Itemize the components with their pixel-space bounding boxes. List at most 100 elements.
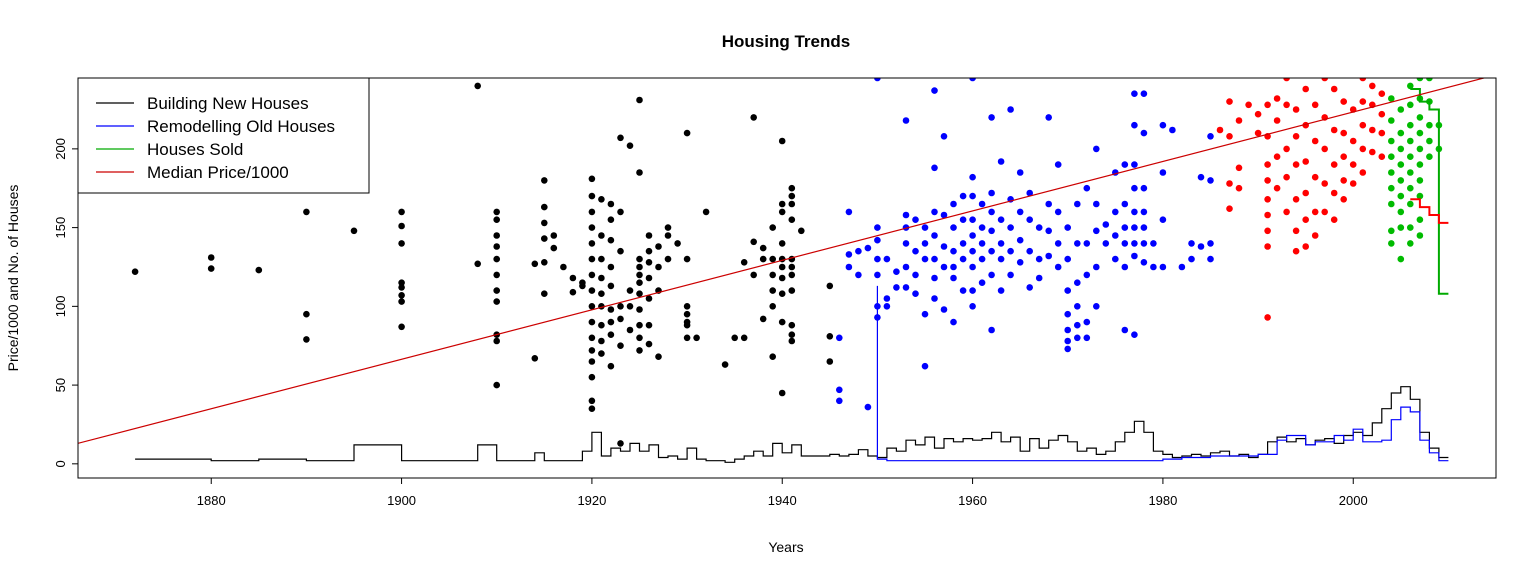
scatter-point xyxy=(1150,240,1157,247)
scatter-point xyxy=(931,208,938,216)
scatter-point xyxy=(950,274,957,282)
scatter-point xyxy=(1159,216,1167,223)
scatter-point xyxy=(940,133,948,140)
scatter-point xyxy=(674,240,681,247)
scatter-point xyxy=(398,298,405,305)
scatter-point xyxy=(598,321,605,329)
scatter-point xyxy=(645,232,653,239)
scatter-point xyxy=(1388,227,1395,235)
scatter-point xyxy=(940,243,948,250)
scatter-point xyxy=(1302,85,1309,93)
scatter-point xyxy=(864,403,872,411)
scatter-point xyxy=(398,240,405,247)
scatter-point xyxy=(588,175,596,183)
y-tick-label: 0 xyxy=(53,460,68,467)
scatter-point xyxy=(1093,200,1100,208)
scatter-point xyxy=(598,290,605,298)
scatter-point xyxy=(1054,263,1062,271)
scatter-point xyxy=(636,347,643,354)
scatter-point xyxy=(1416,129,1424,137)
scatter-point xyxy=(550,232,558,239)
scatter-point xyxy=(1131,252,1138,260)
scatter-point xyxy=(1426,78,1433,82)
scatter-point xyxy=(778,274,786,282)
scatter-point xyxy=(636,279,643,287)
scatter-point xyxy=(1273,117,1281,124)
scatter-point xyxy=(617,303,624,310)
scatter-point xyxy=(1016,169,1024,176)
scatter-point xyxy=(1426,153,1433,160)
scatter-point xyxy=(788,216,796,223)
scatter-point xyxy=(988,271,995,279)
scatter-point xyxy=(636,169,643,176)
scatter-point xyxy=(1378,129,1386,137)
scatter-point xyxy=(902,211,910,219)
scatter-point xyxy=(769,353,776,361)
scatter-point xyxy=(1369,82,1376,90)
scatter-point xyxy=(607,331,615,339)
scatter-point xyxy=(902,284,910,291)
scatter-point xyxy=(626,303,634,310)
scatter-point xyxy=(902,263,910,271)
scatter-point xyxy=(1426,137,1433,145)
scatter-point xyxy=(1283,101,1290,109)
scatter-point xyxy=(1102,240,1110,247)
scatter-point xyxy=(1074,240,1081,247)
scatter-point xyxy=(1378,90,1386,97)
scatter-point xyxy=(1321,208,1328,216)
scatter-point xyxy=(1359,145,1367,153)
scatter-point xyxy=(1283,208,1290,216)
scatter-point xyxy=(912,290,919,298)
scatter-point xyxy=(636,255,643,263)
scatter-point xyxy=(1007,106,1014,113)
scatter-point xyxy=(1121,240,1129,247)
scatter-point xyxy=(1054,161,1062,168)
scatter-point xyxy=(398,323,405,331)
scatter-point xyxy=(950,318,957,326)
legend-label: Median Price/1000 xyxy=(147,163,289,182)
scatter-point xyxy=(778,263,786,271)
scatter-point xyxy=(588,240,596,247)
scatter-point xyxy=(940,263,948,271)
scatter-point xyxy=(1359,78,1367,82)
scatter-point xyxy=(969,247,976,255)
scatter-point xyxy=(1388,169,1395,176)
scatter-point xyxy=(1197,243,1205,250)
scatter-point xyxy=(655,243,662,250)
scatter-point xyxy=(883,303,891,310)
scatter-point xyxy=(997,158,1005,165)
scatter-point xyxy=(655,353,662,361)
scatter-point xyxy=(588,271,596,279)
scatter-point xyxy=(1264,196,1271,203)
scatter-point xyxy=(1169,126,1176,134)
scatter-point xyxy=(940,306,948,313)
step-series-line xyxy=(1410,198,1449,224)
scatter-point xyxy=(1226,133,1233,140)
scatter-point xyxy=(978,240,986,247)
scatter-point xyxy=(1426,121,1433,129)
scatter-point xyxy=(1330,161,1338,168)
scatter-point xyxy=(1407,224,1414,231)
scatter-point xyxy=(398,292,405,299)
scatter-point xyxy=(769,224,776,231)
scatter-point xyxy=(598,196,605,203)
legend-label: Houses Sold xyxy=(147,140,243,159)
scatter-point xyxy=(1330,216,1338,223)
scatter-point xyxy=(1007,224,1014,231)
scatter-point xyxy=(988,189,995,197)
scatter-point xyxy=(1397,208,1405,216)
scatter-point xyxy=(1388,200,1395,208)
scatter-point xyxy=(1083,334,1091,342)
scatter-point xyxy=(893,268,900,276)
scatter-point xyxy=(1035,224,1043,231)
scatter-point xyxy=(931,295,938,302)
scatter-point xyxy=(931,164,938,172)
scatter-point xyxy=(588,334,596,342)
scatter-point xyxy=(1321,180,1328,187)
scatter-point xyxy=(1292,247,1300,255)
scatter-point xyxy=(1397,177,1405,184)
scatter-point xyxy=(1302,189,1309,197)
scatter-point xyxy=(1131,90,1138,97)
scatter-point xyxy=(636,321,643,329)
